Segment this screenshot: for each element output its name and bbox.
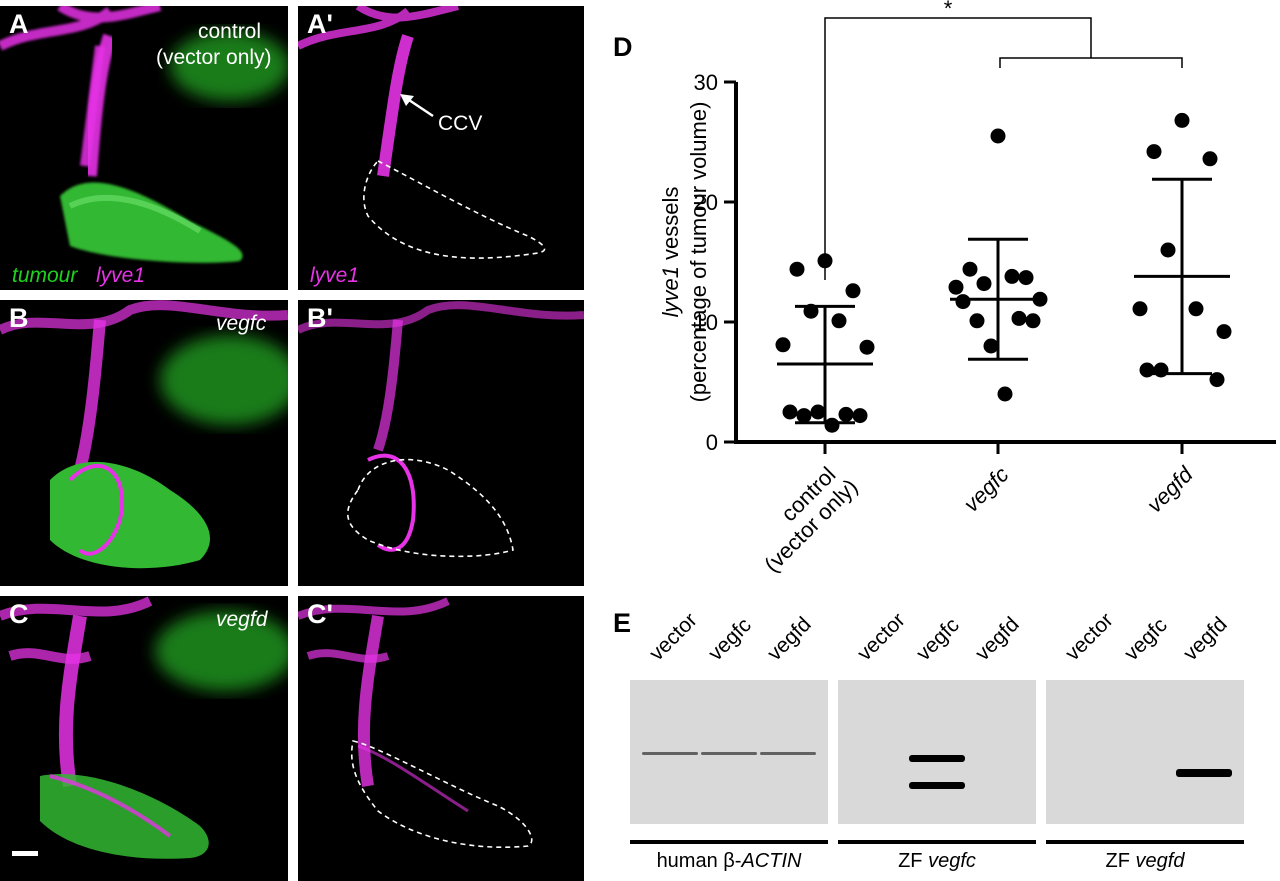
gel-lane-label: vector: [644, 608, 702, 666]
panel-B-image: [0, 300, 288, 569]
data-point: [1025, 313, 1041, 329]
gel-band: [909, 754, 965, 762]
ccv-arrow-label: CCV: [438, 112, 483, 135]
gel-image: [838, 680, 1036, 824]
gel-lane-label: vector: [1060, 608, 1118, 666]
y-tick-label: 10: [694, 310, 718, 335]
gel-lane-label: vegfc: [704, 613, 756, 666]
data-point: [845, 283, 861, 299]
panel-label: C: [9, 599, 29, 629]
panel-B-prime: B': [298, 300, 584, 586]
data-point: [1160, 242, 1176, 258]
panel-A-prime: A' CCV lyve1: [298, 6, 584, 290]
data-point: [1153, 362, 1169, 378]
gel-lane-label: vegfd: [1179, 612, 1233, 666]
y-tick-label: 0: [706, 430, 718, 455]
gel-lane-label: vegfd: [763, 612, 817, 666]
gel-caption: human β-ACTIN: [656, 850, 802, 872]
data-point: [789, 261, 805, 277]
panel-label-E: E: [613, 608, 632, 638]
data-point: [969, 313, 985, 329]
gel-lane-label: vegfc: [1120, 613, 1172, 666]
data-point: [990, 128, 1006, 144]
data-point: [1011, 310, 1027, 326]
data-point: [1139, 362, 1155, 378]
data-point: [824, 417, 840, 433]
gel-group-rule: [838, 840, 1036, 844]
data-point: [831, 313, 847, 329]
x-tick-label: vegfc: [959, 462, 1014, 517]
data-point: [859, 339, 875, 355]
data-point: [1174, 112, 1190, 128]
data-point: [1209, 372, 1225, 388]
data-point: [796, 408, 812, 424]
data-point: [1146, 144, 1162, 160]
condition-label-line1: control: [198, 20, 262, 43]
panel-B-prime-image: [298, 301, 584, 558]
panel-A-prime-image: [298, 6, 546, 259]
legend-lyve1: lyve1: [96, 264, 146, 287]
gel-band: [641, 752, 698, 755]
y-tick-label: 30: [694, 70, 718, 95]
panel-label: A': [307, 9, 333, 39]
bracket-vegfc-vegfd: [999, 57, 1183, 68]
significance-star: *: [944, 0, 953, 21]
gel-band: [701, 752, 757, 755]
gel-caption: ZF vegfc: [898, 850, 976, 872]
gel-image: [630, 680, 828, 824]
data-point: [948, 279, 964, 295]
gel-lane-label: vector: [852, 608, 910, 666]
data-point: [976, 276, 992, 292]
data-point: [852, 408, 868, 424]
data-point: [1202, 151, 1218, 167]
data-point: [810, 404, 826, 420]
data-point: [775, 337, 791, 353]
data-point: [1188, 301, 1204, 317]
panel-A-image: [0, 6, 288, 263]
panel-label: A: [9, 9, 29, 39]
panel-label-D: D: [613, 32, 633, 62]
gel-group-rule: [630, 840, 828, 844]
data-point: [782, 404, 798, 420]
panel-C-image: [0, 596, 288, 859]
gel-caption: ZF vegfd: [1105, 850, 1185, 872]
data-point: [983, 338, 999, 354]
panel-C-prime-image: [298, 597, 533, 849]
gel-band: [909, 782, 965, 790]
data-point: [1216, 324, 1232, 340]
y-tick-label: 20: [694, 190, 718, 215]
data-point: [1018, 270, 1034, 286]
panel-A: A control (vector only) tumour lyve1: [0, 6, 288, 290]
panel-B: B vegfc: [0, 300, 288, 586]
panel-label: B: [9, 303, 29, 333]
condition-label: vegfd: [216, 608, 268, 631]
panel-label: B': [307, 303, 333, 333]
x-tick-label: vegfd: [1142, 461, 1198, 517]
data-point: [838, 406, 854, 422]
panel-C-prime: C': [298, 596, 584, 881]
gel-group-rule: [1046, 840, 1244, 844]
y-axis-label-line2: (percentage of tumour volume): [686, 102, 711, 403]
gel-image: [1046, 680, 1244, 824]
bracket-control-vs-vegf: [824, 17, 1092, 280]
gel-lane-label: vegfc: [912, 613, 964, 666]
gel-band: [1176, 769, 1233, 778]
condition-label: vegfc: [216, 312, 267, 335]
panel-C: C vegfd: [0, 596, 288, 881]
legend-tumour: tumour: [12, 264, 78, 287]
legend-lyve1: lyve1: [310, 264, 360, 287]
data-point: [962, 261, 978, 277]
data-point: [1132, 301, 1148, 317]
data-point: [955, 294, 971, 310]
gel-lane-label: vegfd: [971, 612, 1025, 666]
gel-band: [760, 752, 817, 755]
panel-label: C': [307, 599, 333, 629]
gel-panel: vector vegfc vegfd human β-ACTIN vector vegfc…: [600, 600, 1280, 881]
y-axis-label: lyve1 vessels: [658, 187, 683, 318]
condition-label-line2: (vector only): [156, 46, 272, 69]
data-point: [997, 386, 1013, 402]
data-point: [1004, 268, 1020, 284]
